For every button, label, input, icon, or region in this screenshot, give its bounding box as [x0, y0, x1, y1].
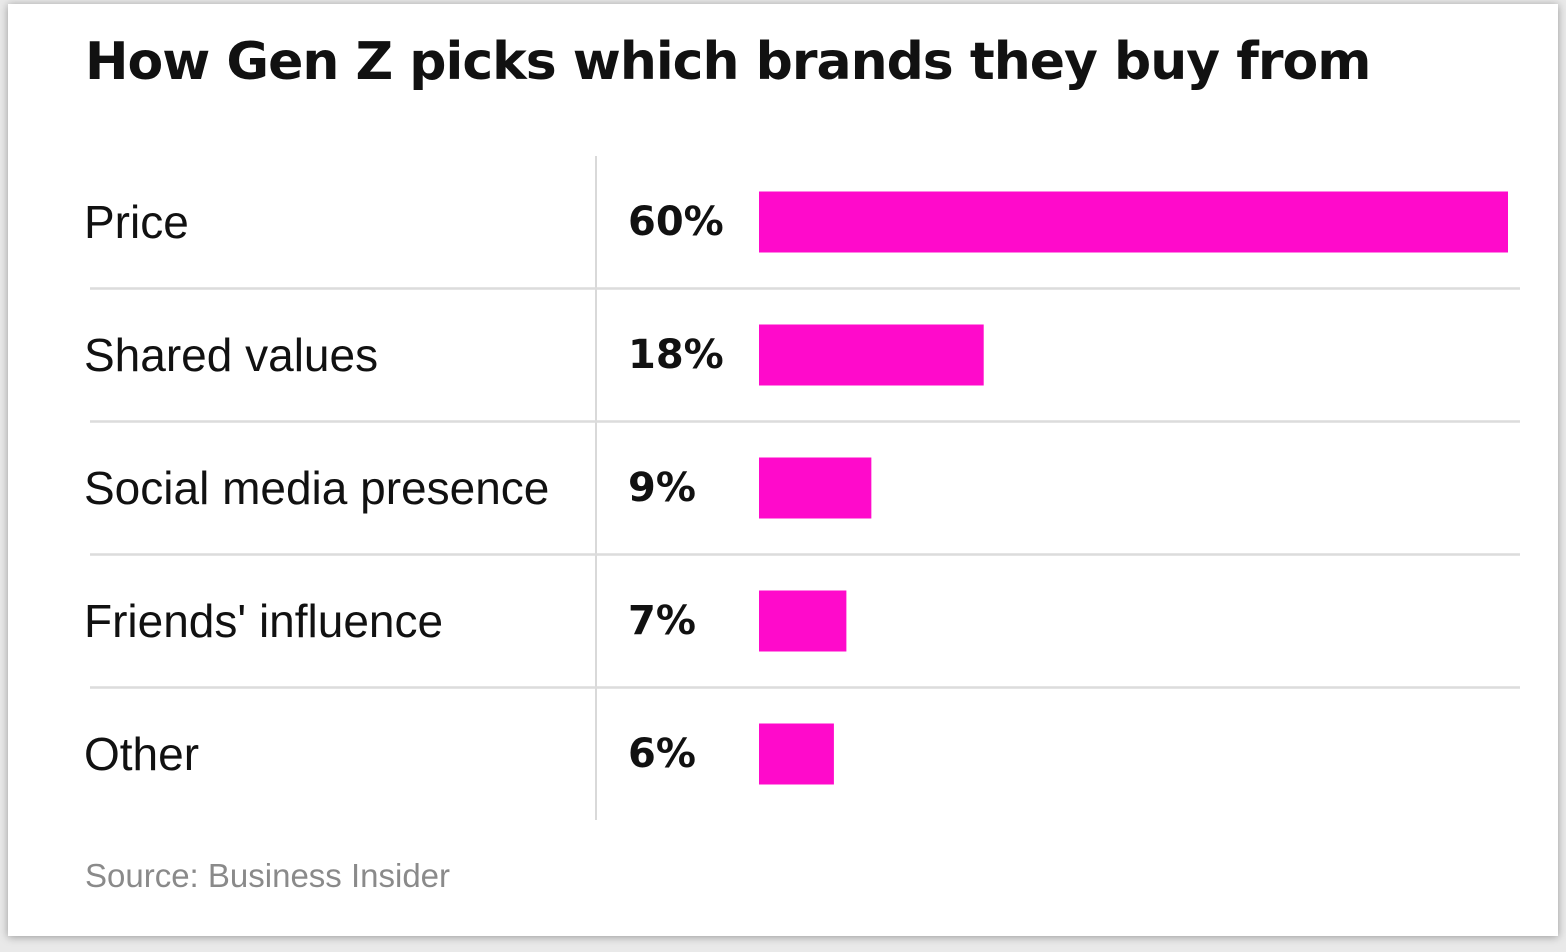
- value-label: 18%: [628, 332, 724, 378]
- category-label: Friends' influence: [84, 595, 443, 647]
- bar-row: Price 60%: [84, 191, 1508, 253]
- chart-card: How Gen Z picks which brands they buy fr…: [8, 4, 1558, 936]
- bar: [759, 191, 1508, 253]
- bar-row: Other 6%: [84, 723, 834, 785]
- category-label: Price: [84, 196, 189, 248]
- bar-row: Friends' influence 7%: [84, 590, 847, 652]
- rows-layer: Price 60% Shared values 18% Social media pre…: [84, 191, 1508, 785]
- value-label: 9%: [628, 465, 696, 511]
- category-label: Social media presence: [84, 462, 549, 514]
- grid-layer: [90, 156, 1520, 820]
- category-label: Shared values: [84, 329, 378, 381]
- bar-row: Social media presence 9%: [84, 457, 872, 519]
- chart-title: How Gen Z picks which brands they buy fr…: [85, 32, 1371, 92]
- source-note: Source: Business Insider: [85, 857, 451, 894]
- bar: [759, 324, 984, 386]
- value-label: 6%: [628, 731, 696, 777]
- bar: [759, 723, 834, 785]
- bar: [759, 457, 872, 519]
- value-label: 7%: [628, 598, 696, 644]
- category-label: Other: [84, 728, 199, 780]
- bar-chart: Price 60% Shared values 18% Social media pre…: [84, 156, 1520, 820]
- value-label: 60%: [628, 199, 724, 245]
- bar: [759, 590, 847, 652]
- bar-row: Shared values 18%: [84, 324, 984, 386]
